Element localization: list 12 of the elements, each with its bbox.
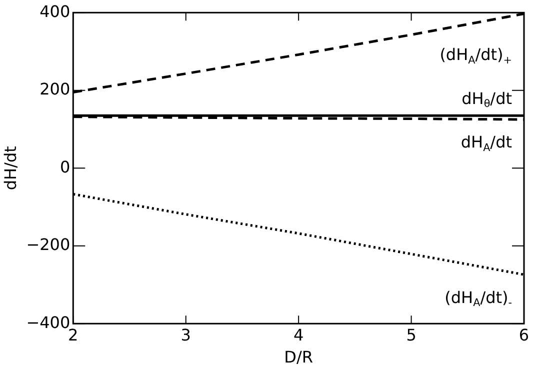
y-tick-label: −200	[26, 235, 70, 254]
x-tick-label: 2	[68, 325, 78, 344]
y-tick-label: 200	[40, 80, 70, 99]
y-tick-label: −400	[26, 312, 70, 332]
x-tick-label: 5	[406, 325, 416, 344]
x-tick-label: 4	[293, 325, 304, 344]
y-axis-title: dH/dt	[0, 146, 20, 190]
y-tick-label: 400	[40, 2, 70, 21]
x-axis-title: D/R	[284, 348, 313, 367]
x-tick-label: 3	[180, 325, 191, 344]
x-tick-label: 6	[518, 325, 530, 344]
y-tick-label: 0	[60, 157, 70, 176]
